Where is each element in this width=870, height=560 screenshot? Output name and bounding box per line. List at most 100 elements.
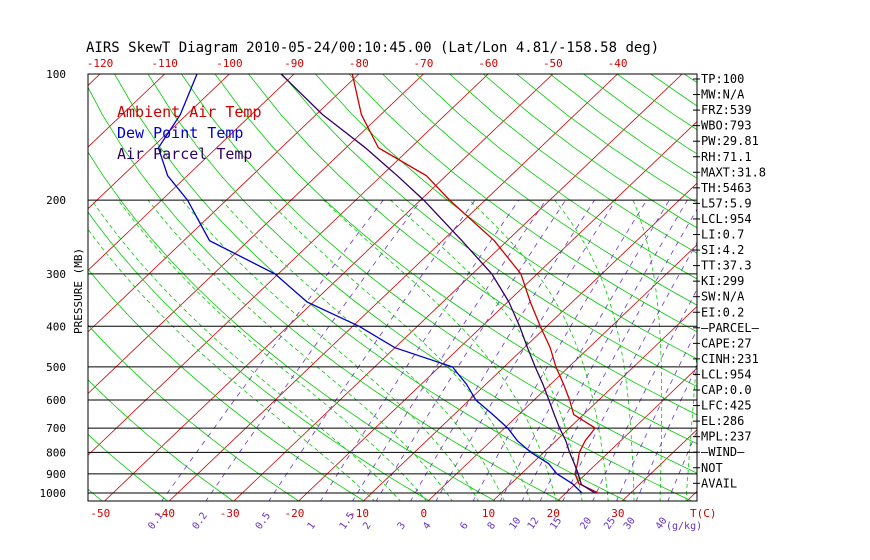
stat-label: EL:286 — [701, 414, 744, 428]
mixing-ratio-line — [539, 208, 697, 501]
top-temp-tick-label: -40 — [608, 57, 628, 70]
dry-adiabat-line — [248, 74, 697, 416]
moist-adiabat-line — [181, 199, 479, 501]
stat-label: EI:0.2 — [701, 305, 744, 319]
dry-adiabat-line — [88, 151, 497, 501]
top-temp-tick-label: -60 — [478, 57, 498, 70]
top-temp-tick-label: -110 — [151, 57, 178, 70]
stat-label: SI:4.2 — [701, 243, 744, 257]
bottom-temp-tick-label: -10 — [349, 507, 369, 520]
bottom-temp-tick-label: -50 — [90, 507, 110, 520]
mixing-ratio-line — [320, 199, 520, 501]
moist-adiabat-line — [221, 199, 505, 501]
mixing-ratio-label: 20 — [578, 516, 594, 532]
dry-adiabat-line — [88, 433, 169, 501]
pressure-tick-label: 300 — [46, 268, 66, 281]
mixing-ratio-label: 10 — [508, 516, 524, 532]
stat-label: LFC:425 — [701, 399, 752, 413]
pressure-tick-label: 100 — [46, 68, 66, 81]
top-temp-tick-label: -70 — [414, 57, 434, 70]
pressure-tick-label: 600 — [46, 394, 66, 407]
bottom-temp-tick-label: -20 — [284, 507, 304, 520]
stat-label: NOT — [701, 461, 723, 475]
stat-label: KI:299 — [701, 274, 744, 288]
top-temp-tick-label: -90 — [284, 57, 304, 70]
dry-adiabat-line — [281, 74, 697, 388]
mixing-ratio-unit: (g/kg) — [666, 521, 702, 532]
mixing-ratio-label: 1 — [306, 520, 318, 531]
isotherm-line — [492, 305, 697, 501]
mixing-ratio-label: 6 — [458, 520, 470, 531]
stat-label: —PARCEL— — [701, 321, 760, 335]
dry-adiabat-line — [482, 74, 697, 229]
moist-adiabat-line — [685, 200, 697, 501]
chart-title: AIRS SkewT Diagram 2010-05-24/00:10:45.0… — [86, 40, 659, 56]
moist-adiabat-line — [267, 199, 531, 501]
mixing-ratio-line — [472, 199, 648, 501]
bottom-temp-tick-label: 30 — [611, 507, 624, 520]
stat-label: LCL:954 — [701, 367, 752, 381]
moist-adiabat-line — [117, 199, 427, 501]
stat-label: L57:5.9 — [701, 196, 752, 210]
moist-adiabat-line — [147, 199, 453, 501]
stat-label: TH:5463 — [701, 181, 752, 195]
parcel-temp-line — [280, 74, 596, 494]
mixing-ratio-line — [268, 199, 476, 501]
top-temp-tick-label: -120 — [87, 57, 114, 70]
mixing-ratio-label: 0.2 — [191, 511, 210, 532]
mixing-ratio-label: 4 — [421, 520, 433, 531]
bottom-temp-tick-label: 0 — [421, 507, 428, 520]
dry-adiabat-line — [88, 211, 431, 501]
stat-label: MW:N/A — [701, 88, 745, 102]
moist-adiabat-line — [554, 199, 635, 501]
isotherm-line — [88, 74, 424, 395]
stat-label: CINH:231 — [701, 352, 759, 366]
dry-adiabat-line — [348, 74, 697, 333]
stat-label: WBO:793 — [701, 119, 752, 133]
stat-label: CAPE:27 — [701, 336, 752, 350]
pressure-tick-label: 700 — [46, 422, 66, 435]
top-temp-tick-label: -80 — [349, 57, 369, 70]
pressure-tick-label: 500 — [46, 361, 66, 374]
bottom-axis-unit: T(C) — [690, 507, 717, 520]
legend: Ambient Air Temp Dew Point Temp Air Parc… — [117, 103, 262, 163]
mixing-ratio-line — [499, 199, 670, 501]
mixing-ratio-label: 8 — [486, 520, 498, 531]
isotherm-line — [88, 74, 360, 333]
stat-label: AVAIL — [701, 476, 737, 490]
dry-adiabat-line — [449, 74, 697, 254]
isotherm-line — [88, 74, 230, 210]
stat-label: LCL:954 — [701, 212, 752, 226]
mixing-ratio-line — [635, 365, 697, 501]
dry-adiabat-line — [382, 74, 697, 306]
pressure-tick-label: 1000 — [40, 487, 67, 500]
isotherm-line — [104, 74, 554, 501]
mixing-ratio-line — [616, 329, 697, 501]
isotherm-line — [233, 74, 683, 501]
isotherm-line — [557, 367, 697, 501]
stat-label: TP:100 — [701, 72, 744, 86]
stat-label: —WIND— — [701, 445, 745, 459]
stat-label: CAP:0.0 — [701, 383, 752, 397]
grid-layer — [88, 74, 697, 501]
stat-label: FRZ:539 — [701, 103, 752, 117]
pressure-tick-label: 900 — [46, 468, 66, 481]
stat-label: RH:71.1 — [701, 150, 752, 164]
series-layer — [157, 74, 599, 494]
dry-adiabat-line — [214, 74, 697, 445]
top-temp-tick-label: -50 — [543, 57, 563, 70]
dry-adiabat-line — [516, 74, 697, 204]
pressure-tick-label: 200 — [46, 194, 66, 207]
legend-ambient: Ambient Air Temp — [117, 103, 262, 121]
mixing-ratio-line — [205, 199, 422, 501]
mixing-ratio-line — [161, 199, 384, 501]
top-temp-tick-label: -100 — [216, 57, 243, 70]
bottom-temp-tick-label: -30 — [220, 507, 240, 520]
moist-adiabat-line — [323, 199, 557, 501]
moist-adiabat-line — [632, 199, 663, 501]
dry-adiabat-line — [88, 86, 562, 501]
mixing-ratio-line — [352, 199, 547, 501]
dry-adiabat-line — [650, 74, 697, 107]
isotherm-line — [88, 74, 295, 271]
